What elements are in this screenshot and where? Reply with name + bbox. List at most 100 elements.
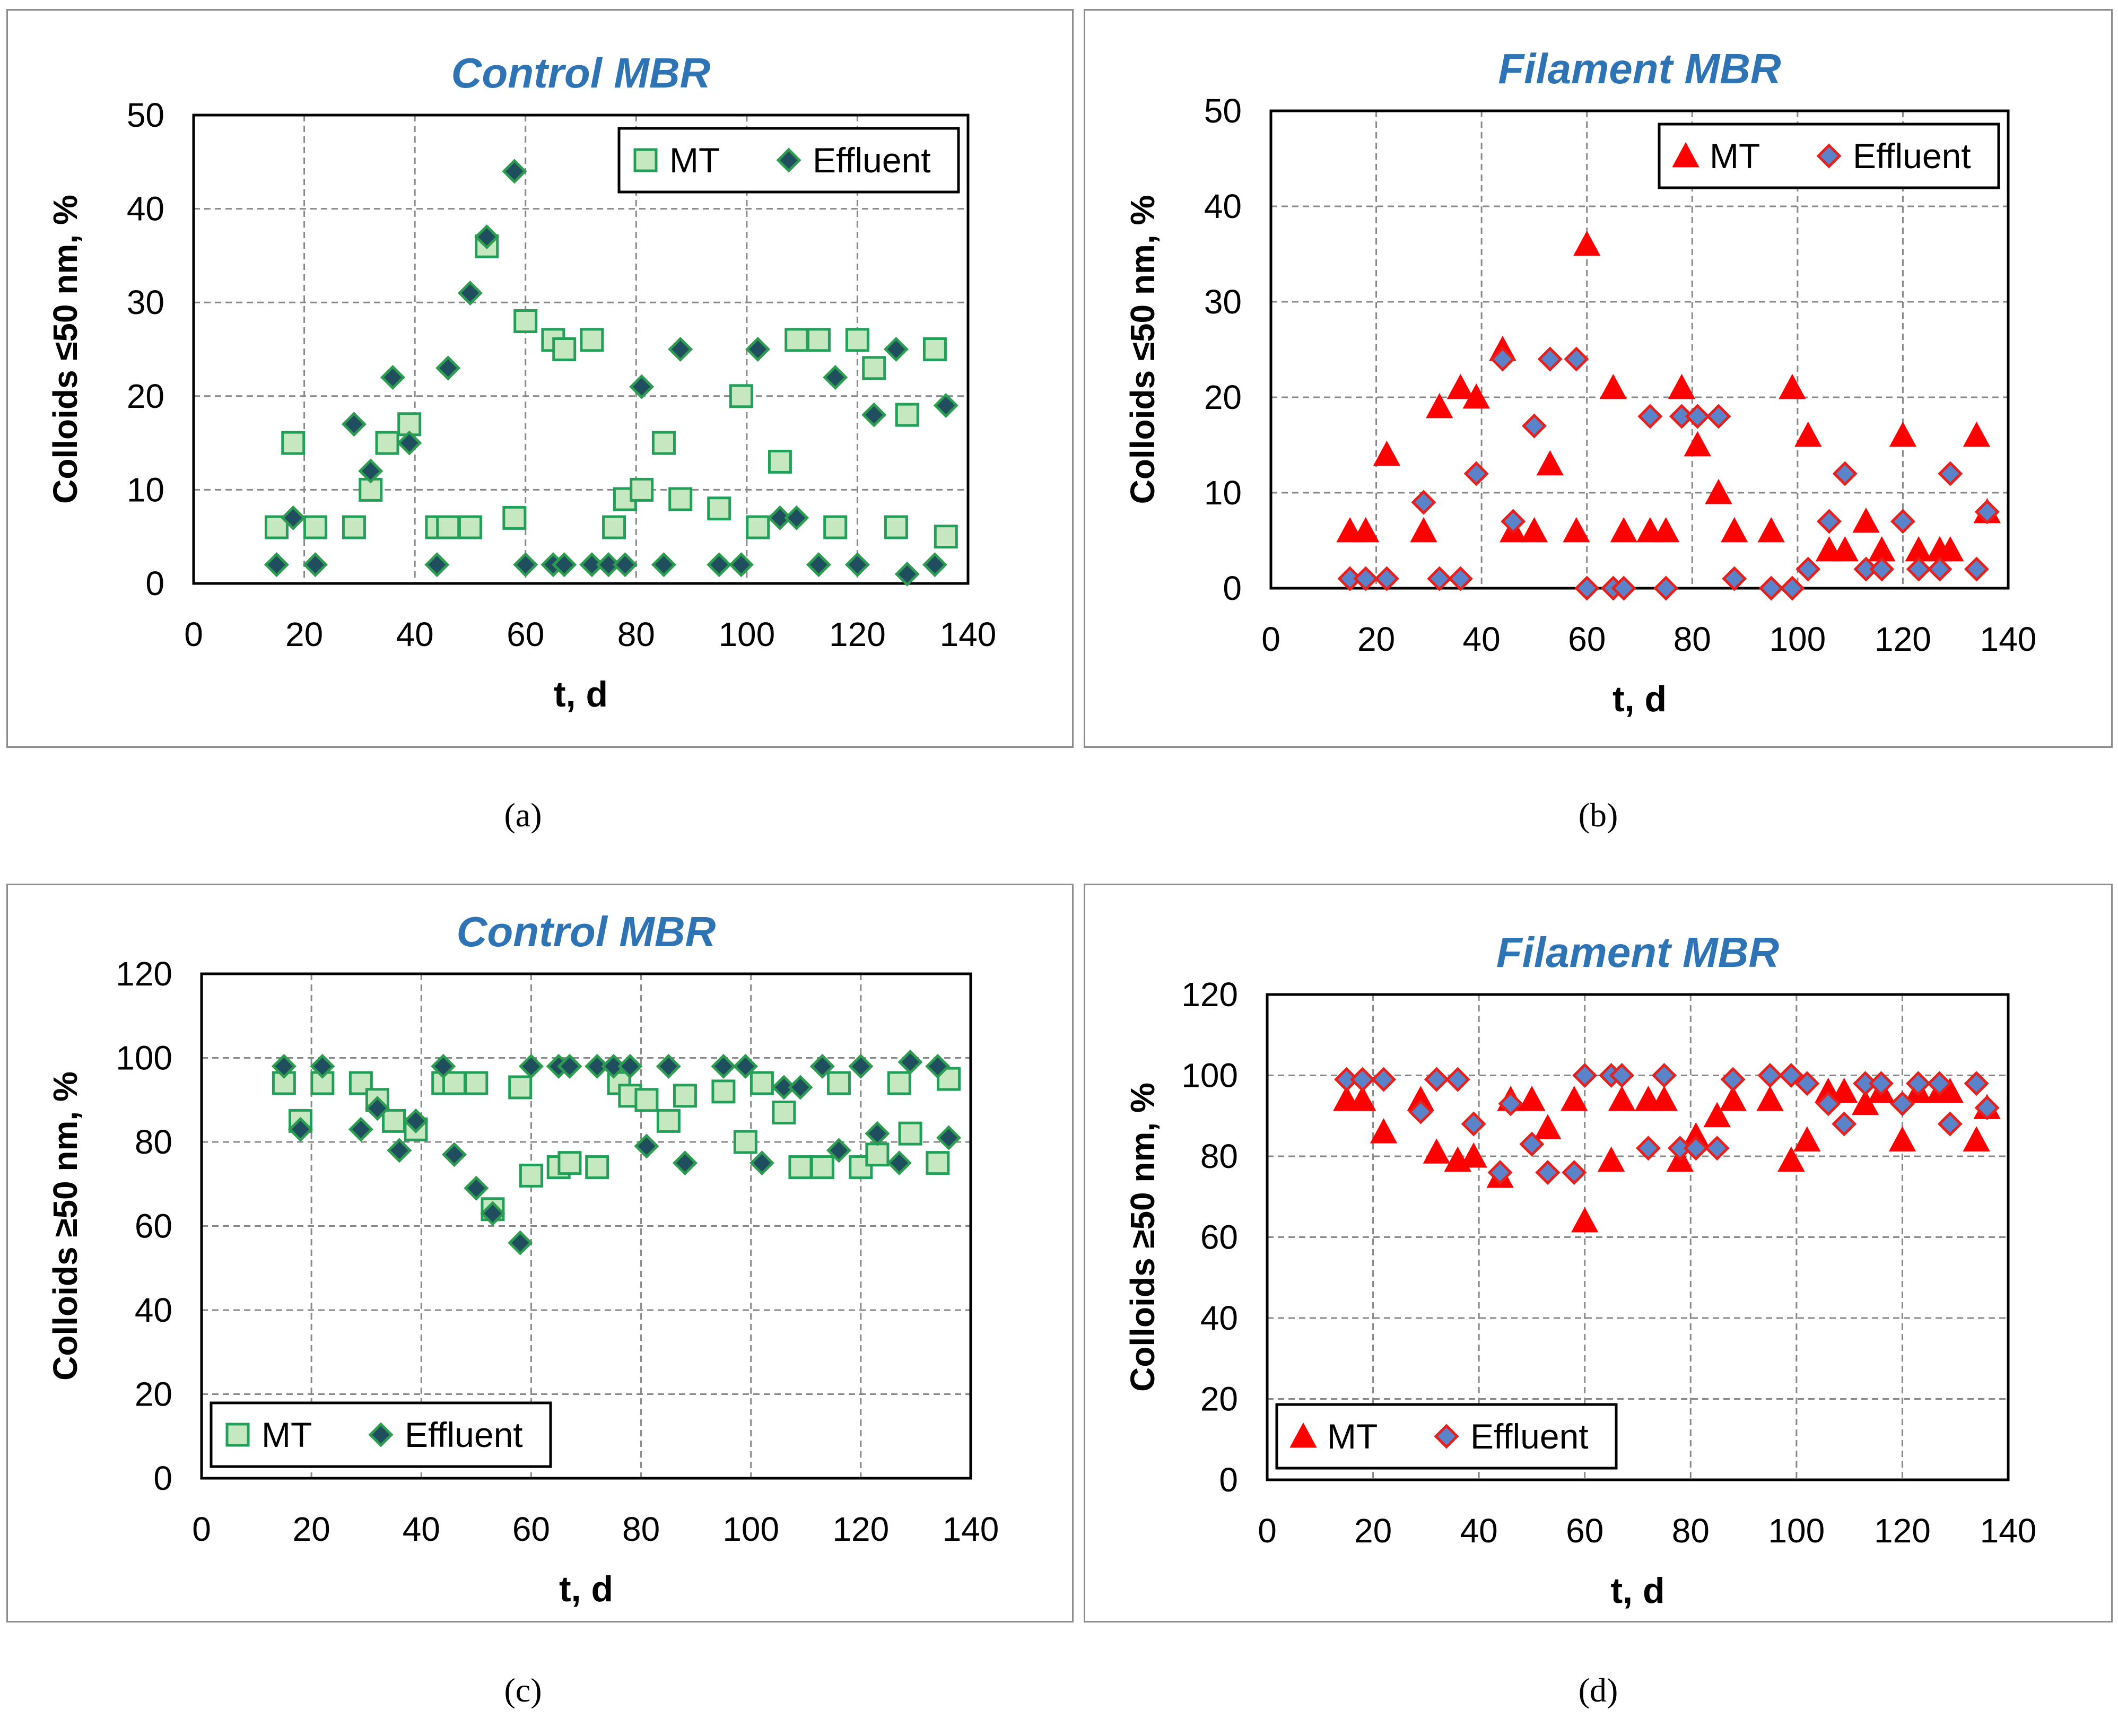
data-point-effluent [1706,404,1731,429]
y-tick-label: 40 [127,190,164,228]
data-point-mt [1410,517,1437,543]
data-point-mt [1462,383,1490,409]
data-point-mt [458,515,482,539]
legend-label-mt: MT [1710,136,1760,176]
x-tick-label: 120 [1875,620,1931,658]
chart-c: 0 20 40 60 80 100 120 140 0 20 40 60 80 100 120 Control… [46,908,999,1609]
caption-b: (b) [1578,796,1618,834]
data-point-mt [862,356,886,380]
y-tick-label: 0 [1219,1461,1238,1499]
data-point-mt [922,337,947,361]
x-tick-label: 140 [1980,1512,2037,1550]
data-point-mt [1426,392,1453,418]
data-point-mt [580,328,604,352]
data-point-effluent [403,1108,429,1133]
data-point-effluent [348,1116,373,1142]
x-tick-label: 140 [1980,620,2037,658]
chart-panel-b: 0 20 40 60 80 100 120 140 0 10 20 30 40 50 Filament MB… [1084,9,2113,748]
data-point-mt [1721,517,1748,543]
legend: MT Effluent [210,1401,552,1468]
data-point-effluent [1832,461,1858,486]
legend-label-mt: MT [262,1415,312,1454]
data-point-mt [1536,450,1564,476]
data-point-effluent [310,1053,335,1079]
data-point-effluent [823,364,848,390]
x-tick-label: 0 [1258,1512,1277,1550]
series-effluent [271,1049,962,1255]
data-point-effluent [1704,1136,1730,1161]
plot-area-frame [200,972,972,1480]
data-point-effluent [1653,575,1679,601]
data-point-effluent [1463,461,1489,486]
data-point-effluent [441,1142,467,1167]
data-point-effluent [480,1201,505,1226]
data-point-effluent [518,1053,544,1079]
data-point-mt [1963,421,1991,447]
data-point-effluent [1424,1067,1449,1092]
x-tick-label: 60 [512,1510,550,1548]
y-tick-label: 80 [1200,1137,1238,1175]
data-point-mt [552,337,577,361]
data-point-effluent [1350,1067,1375,1092]
data-point-mt [772,1101,796,1125]
data-point-effluent [1868,1071,1894,1096]
y-tick-label: 50 [127,96,164,134]
x-tick-label: 120 [829,615,886,653]
data-point-mt [768,449,792,474]
data-point-mt [651,431,676,455]
y-tick-label: 120 [1181,975,1238,1014]
data-point-effluent [1651,1062,1677,1088]
data-point-mt [1937,536,1964,562]
legend-marker-effluent [368,1422,394,1447]
legend-label-effluent: Effluent [813,141,931,180]
y-tick-label: 100 [116,1039,172,1077]
data-point-mt [668,487,693,511]
x-tick-label: 20 [285,615,323,653]
data-point-effluent [1974,499,2000,525]
plot-area-frame [192,114,970,585]
x-tick-label: 40 [403,1510,440,1548]
data-point-effluent [387,1138,412,1163]
data-point-effluent [1374,566,1399,591]
y-tick-label: 50 [1204,92,1242,130]
data-point-effluent [457,281,483,306]
data-point-mt [1650,1086,1678,1111]
data-point-effluent [380,364,405,390]
data-point-effluent [1371,1067,1397,1092]
data-point-effluent [264,552,289,578]
legend-marker-effluent [1434,1424,1459,1449]
data-point-effluent [1572,1062,1598,1088]
data-point-effluent [424,552,450,578]
data-point-mt [895,403,919,427]
data-point-mt [436,515,460,539]
data-point-mt [1756,1086,1784,1111]
data-point-effluent [1927,556,1953,582]
data-point-effluent [1408,1099,1433,1124]
data-point-effluent [435,355,461,381]
data-point-mt [810,1155,834,1180]
x-tick-label: 20 [1354,1512,1392,1550]
x-axis-label: t, d [554,674,608,714]
data-point-effluent [936,1125,962,1150]
data-point-mt [634,1088,659,1112]
chart-panel-a: 0 20 40 60 80 100 120 140 0 10 20 30 40 50 Control MBR… [6,9,1074,748]
data-point-effluent [894,561,920,587]
x-tick-label: 0 [184,615,203,653]
data-point-mt [602,515,626,539]
data-point-effluent [771,1075,797,1100]
y-tick-label: 0 [1223,569,1242,607]
data-point-effluent [474,224,500,250]
x-tick-label: 40 [1460,1512,1498,1550]
x-tick-label: 100 [722,1510,779,1548]
data-point-effluent [1832,1111,1857,1137]
data-point-effluent [1889,1091,1915,1116]
data-point-mt [673,1084,697,1108]
data-point-effluent [1498,1091,1523,1116]
data-point-effluent [745,336,771,362]
data-point-mt [464,1071,489,1095]
data-point-mt [1668,373,1696,399]
gridlines [1271,111,2008,588]
data-point-effluent [1779,1062,1804,1088]
data-point-effluent [364,1096,390,1121]
series-mt [1333,1077,2001,1233]
